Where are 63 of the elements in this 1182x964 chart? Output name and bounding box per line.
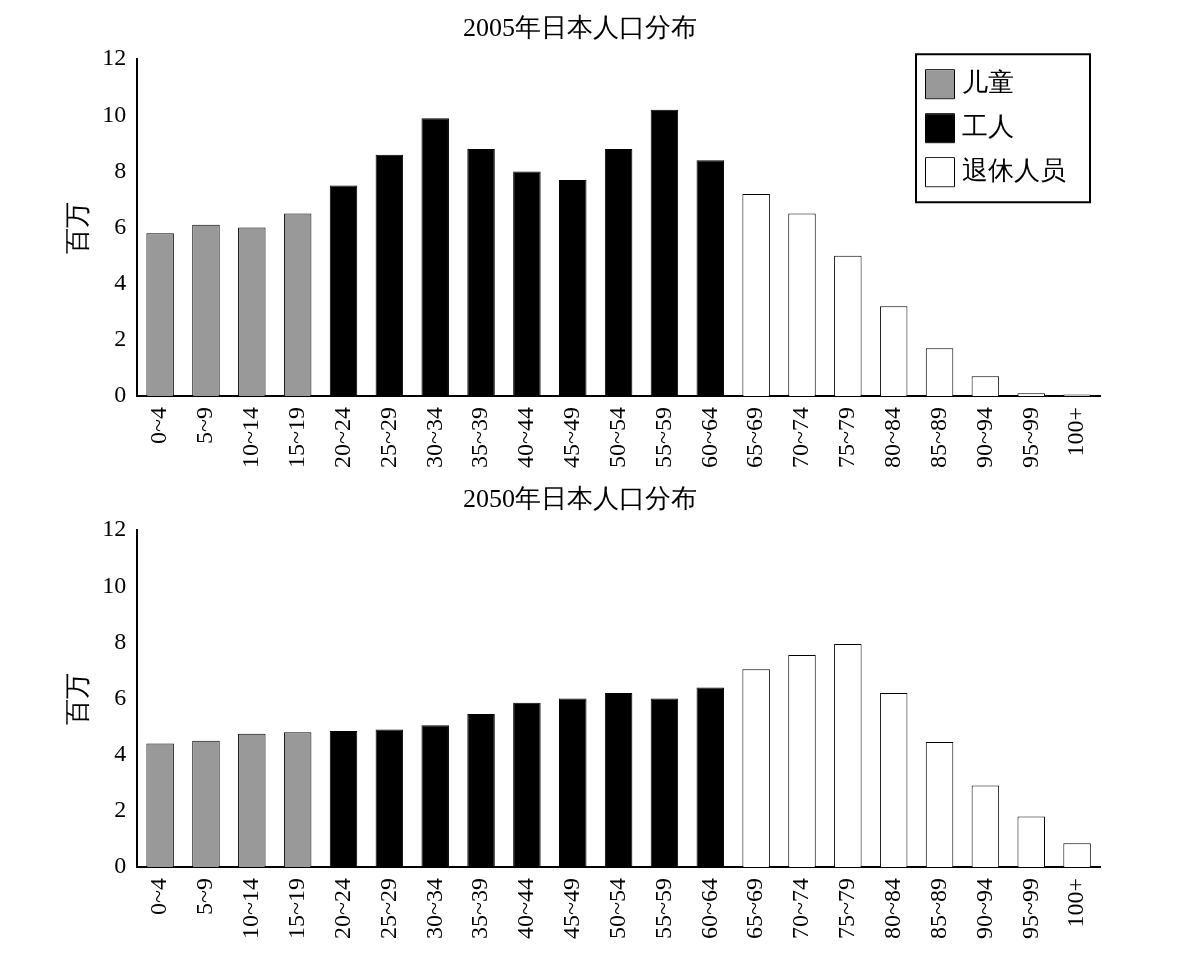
x-tick-label: 10~14 [237, 878, 264, 939]
x-tick-label: 10~14 [237, 407, 264, 468]
y-tick-label: 2 [114, 796, 127, 823]
x-tick-label: 45~49 [558, 878, 585, 939]
x-tick-label: 40~44 [512, 878, 539, 939]
x-tick-label: 15~19 [282, 878, 309, 939]
y-tick-label: 12 [102, 515, 127, 542]
x-tick-label: 100+ [1062, 407, 1089, 457]
x-tick-label: 50~54 [603, 407, 630, 468]
y-tick-label: 6 [114, 683, 127, 710]
x-tick-label: 5~9 [191, 878, 218, 915]
y-tick-label: 12 [102, 44, 127, 71]
y-tick-label: 2 [114, 325, 127, 352]
y-axis-title: 百万 [63, 672, 93, 725]
legend-label: 儿童 [962, 68, 1014, 98]
x-tick-label: 60~64 [695, 407, 722, 468]
y-tick-label: 8 [114, 156, 127, 183]
x-tick-label: 0~4 [145, 407, 172, 444]
y-tick-label: 8 [114, 627, 127, 654]
y-axis-title: 百万 [63, 201, 93, 254]
x-tick-label: 85~89 [924, 878, 951, 939]
x-tick-label: 35~39 [466, 878, 493, 939]
x-tick-label: 100+ [1062, 878, 1089, 928]
y-tick-label: 0 [114, 852, 127, 879]
legend-label: 退休人员 [962, 156, 1066, 186]
x-tick-label: 60~64 [695, 878, 722, 939]
x-tick-label: 25~29 [374, 407, 401, 468]
x-tick-label: 65~69 [741, 407, 768, 468]
x-tick-label: 25~29 [374, 878, 401, 939]
x-tick-label: 95~99 [1016, 878, 1043, 939]
y-tick-label: 10 [102, 571, 127, 598]
x-tick-label: 30~34 [420, 878, 447, 939]
x-tick-label: 0~4 [145, 878, 172, 915]
x-tick-label: 90~94 [970, 407, 997, 468]
x-tick-label: 95~99 [1016, 407, 1043, 468]
x-tick-label: 90~94 [970, 878, 997, 939]
x-tick-label: 75~79 [833, 878, 860, 939]
y-tick-label: 10 [102, 100, 127, 127]
x-tick-label: 80~84 [878, 407, 905, 468]
x-tick-label: 20~24 [328, 878, 355, 939]
x-tick-label: 5~9 [191, 407, 218, 444]
x-tick-label: 70~74 [787, 878, 814, 939]
x-tick-label: 75~79 [833, 407, 860, 468]
chart-title: 2050年日本人口分布 [463, 484, 697, 514]
x-tick-label: 40~44 [512, 407, 539, 468]
x-tick-label: 85~89 [924, 407, 951, 468]
legend-label: 工人 [962, 112, 1014, 142]
x-tick-label: 55~59 [649, 407, 676, 468]
x-tick-label: 15~19 [282, 407, 309, 468]
chart-title: 2005年日本人口分布 [463, 13, 697, 43]
y-tick-label: 6 [114, 212, 127, 239]
x-tick-label: 45~49 [558, 407, 585, 468]
x-tick-label: 50~54 [603, 878, 630, 939]
y-tick-label: 4 [114, 269, 127, 296]
x-tick-label: 55~59 [649, 878, 676, 939]
x-tick-label: 20~24 [328, 407, 355, 468]
x-tick-label: 30~34 [420, 407, 447, 468]
y-tick-label: 4 [114, 740, 127, 767]
x-tick-label: 65~69 [741, 878, 768, 939]
x-tick-label: 70~74 [787, 407, 814, 468]
x-tick-label: 35~39 [466, 407, 493, 468]
y-tick-label: 0 [114, 381, 127, 408]
x-tick-label: 80~84 [878, 878, 905, 939]
